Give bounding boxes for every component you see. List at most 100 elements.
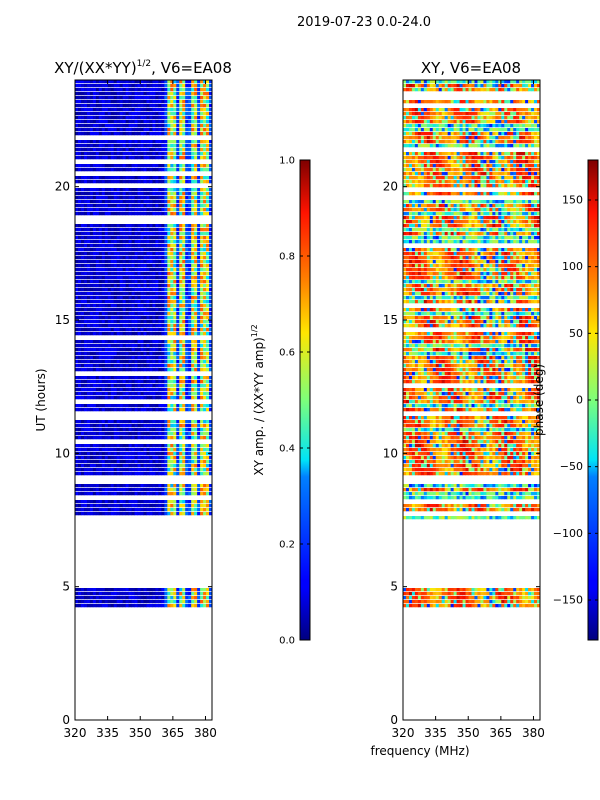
heatmap-cell [152, 200, 156, 204]
heatmap-cell [92, 504, 97, 508]
heatmap-cell [125, 452, 130, 456]
heatmap-cell [98, 380, 103, 384]
heatmap-cell [95, 492, 100, 496]
heatmap-cell [140, 488, 144, 492]
heatmap-cell [471, 116, 475, 120]
heatmap-cell [116, 144, 121, 148]
heatmap-cell [98, 388, 103, 392]
heatmap-cell [486, 84, 490, 88]
heatmap-cell [179, 240, 183, 244]
heatmap-cell [459, 120, 463, 124]
heatmap-cell [191, 92, 195, 96]
heatmap-cell [143, 192, 147, 196]
heatmap-cell [146, 448, 150, 452]
heatmap-cell [140, 208, 144, 212]
heatmap-cell [185, 212, 189, 216]
heatmap-cell [158, 296, 162, 300]
heatmap-cell [170, 256, 174, 260]
heatmap-cell [107, 296, 112, 300]
heatmap-cell [125, 292, 130, 296]
heatmap-cell [137, 276, 141, 280]
heatmap-cell [188, 316, 192, 320]
heatmap-cell [134, 280, 138, 284]
heatmap-cell [173, 352, 177, 356]
heatmap-cell [107, 80, 112, 84]
heatmap-cell [140, 296, 144, 300]
heatmap-cell [209, 456, 213, 460]
heatmap-cell [113, 108, 118, 112]
heatmap-cell [98, 320, 103, 324]
heatmap-cell [119, 296, 124, 300]
heatmap-cell [185, 368, 189, 372]
heatmap-cell [176, 392, 180, 396]
heatmap-cell [113, 352, 118, 356]
heatmap-cell [188, 484, 192, 488]
heatmap-cell [104, 176, 109, 180]
heatmap-cell [116, 332, 121, 336]
heatmap-cell [140, 304, 144, 308]
heatmap-cell [86, 364, 91, 368]
heatmap-cell [110, 408, 115, 412]
heatmap-cell [209, 176, 213, 180]
heatmap-cell [209, 600, 213, 604]
heatmap-cell [161, 232, 165, 236]
heatmap-cell [158, 396, 162, 400]
heatmap-cell [89, 248, 94, 252]
heatmap-cell [507, 84, 511, 88]
heatmap-cell [200, 240, 204, 244]
heatmap-cell [95, 132, 100, 136]
heatmap-cell [98, 228, 103, 232]
heatmap-cell [104, 360, 109, 364]
heatmap-cell [453, 88, 458, 92]
heatmap-cell [98, 264, 103, 268]
heatmap-cell [161, 428, 165, 432]
heatmap-cell [203, 392, 207, 396]
heatmap-cell [125, 100, 130, 104]
heatmap-cell [92, 420, 97, 424]
heatmap-cell [167, 164, 171, 168]
heatmap-cell [110, 188, 115, 192]
heatmap-cell [164, 192, 168, 196]
heatmap-cell [405, 88, 410, 92]
heatmap-cell [531, 108, 535, 112]
heatmap-cell [197, 116, 201, 120]
heatmap-cell [134, 252, 138, 256]
heatmap-cell [75, 200, 79, 204]
heatmap-cell [77, 260, 82, 264]
heatmap-cell [173, 208, 177, 212]
heatmap-cell [191, 604, 195, 608]
heatmap-cell [128, 296, 132, 300]
heatmap-cell [486, 88, 490, 92]
heatmap-cell [75, 260, 79, 264]
heatmap-cell [173, 404, 177, 408]
heatmap-cell [110, 208, 115, 212]
heatmap-cell [200, 356, 204, 360]
heatmap-cell [167, 472, 171, 476]
heatmap-cell [179, 132, 183, 136]
heatmap-cell [95, 316, 100, 320]
heatmap-cell [128, 200, 132, 204]
heatmap-cell [170, 196, 174, 200]
heatmap-cell [92, 340, 97, 344]
heatmap-cell [176, 512, 180, 516]
heatmap-cell [155, 308, 159, 312]
heatmap-cell [140, 460, 144, 464]
heatmap-cell [161, 112, 165, 116]
heatmap-cell [128, 456, 132, 460]
heatmap-cell [414, 80, 419, 84]
heatmap-cell [161, 316, 165, 320]
heatmap-cell [209, 268, 213, 272]
heatmap-cell [77, 468, 82, 472]
heatmap-cell [86, 436, 91, 440]
heatmap-cell [122, 280, 127, 284]
heatmap-cell [131, 180, 135, 184]
heatmap-cell [182, 204, 186, 208]
heatmap-cell [176, 420, 180, 424]
heatmap-cell [206, 320, 210, 324]
heatmap-cell [179, 300, 183, 304]
heatmap-cell [206, 300, 210, 304]
heatmap-cell [209, 284, 213, 288]
heatmap-cell [137, 252, 141, 256]
heatmap-cell [122, 396, 127, 400]
heatmap-cell [176, 236, 180, 240]
